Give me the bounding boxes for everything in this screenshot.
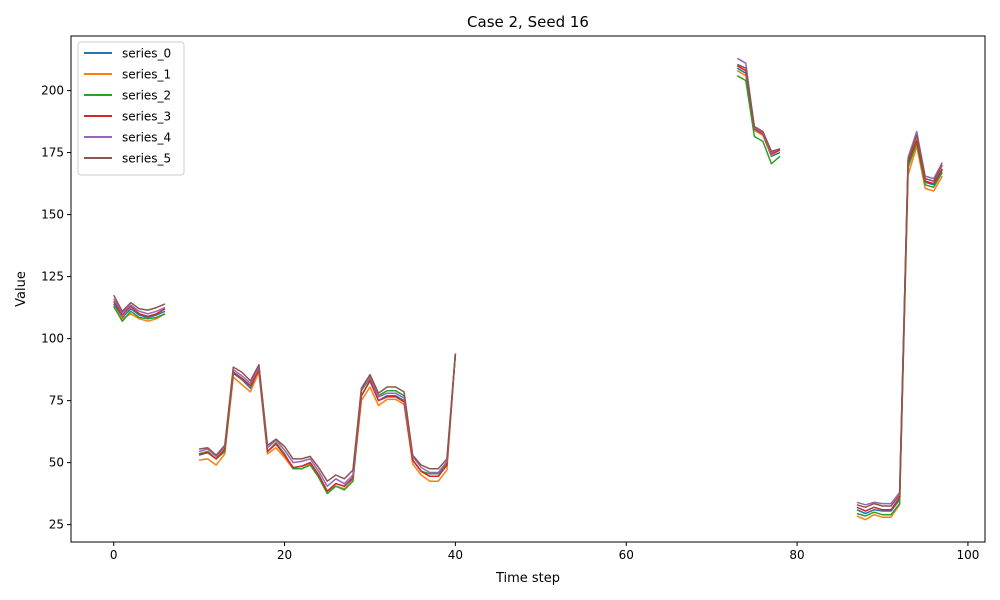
x-tick-label: 100 xyxy=(956,548,979,562)
plot-area xyxy=(71,36,985,542)
legend-label-1: series_1 xyxy=(122,68,171,82)
plot-frame xyxy=(70,35,986,543)
x-tick-label: 60 xyxy=(619,548,634,562)
y-tick-label: 50 xyxy=(49,456,64,470)
x-axis-ticks: 0 20 40 60 80 100 xyxy=(110,542,979,562)
legend-label-0: series_0 xyxy=(122,47,171,61)
series-line-5-segment-3 xyxy=(856,134,943,509)
y-tick-label: 200 xyxy=(41,84,64,98)
y-tick-label: 25 xyxy=(49,518,64,532)
chart-title: Case 2, Seed 16 xyxy=(467,13,589,31)
y-axis-label: Value xyxy=(14,271,29,307)
series-line-2-segment-0 xyxy=(113,306,166,322)
y-tick-label: 125 xyxy=(41,270,64,284)
series-line-5-segment-1 xyxy=(198,353,457,482)
series-line-4-segment-2 xyxy=(736,57,781,154)
legend-label-4: series_4 xyxy=(122,131,171,145)
legend: series_0 series_1 series_2 series_3 series_4… xyxy=(77,41,185,176)
series-line-3-segment-1 xyxy=(198,353,457,492)
y-axis-ticks: 25 50 75 100 125 150 175 200 xyxy=(41,84,71,532)
series-line-1-segment-2 xyxy=(736,70,781,156)
legend-label-5: series_5 xyxy=(122,152,171,166)
y-tick-label: 100 xyxy=(41,332,64,346)
x-tick-label: 0 xyxy=(110,548,118,562)
legend-items: series_0 series_1 series_2 series_3 series_4… xyxy=(84,47,171,166)
x-tick-label: 80 xyxy=(789,548,804,562)
series-line-4-segment-0 xyxy=(113,298,166,315)
series-line-4-segment-1 xyxy=(198,353,457,487)
x-axis-label: Time step xyxy=(495,571,560,586)
x-tick-label: 40 xyxy=(448,548,463,562)
series-line-1-segment-0 xyxy=(113,305,166,322)
series-line-5-segment-2 xyxy=(737,63,781,153)
y-tick-label: 150 xyxy=(41,208,64,222)
y-tick-label: 75 xyxy=(49,394,64,408)
series-line-2-segment-3 xyxy=(856,141,943,517)
series-line-3-segment-2 xyxy=(736,65,781,155)
series-line-3-segment-0 xyxy=(113,300,166,318)
legend-box xyxy=(77,41,185,176)
series-line-3-segment-3 xyxy=(856,139,943,512)
series-layer xyxy=(113,57,943,521)
y-tick-label: 175 xyxy=(41,146,64,160)
legend-label-3: series_3 xyxy=(122,110,171,124)
x-tick-label: 20 xyxy=(277,548,292,562)
legend-label-2: series_2 xyxy=(122,89,171,103)
series-line-5-segment-0 xyxy=(113,294,166,313)
series-line-2-segment-2 xyxy=(736,75,781,165)
